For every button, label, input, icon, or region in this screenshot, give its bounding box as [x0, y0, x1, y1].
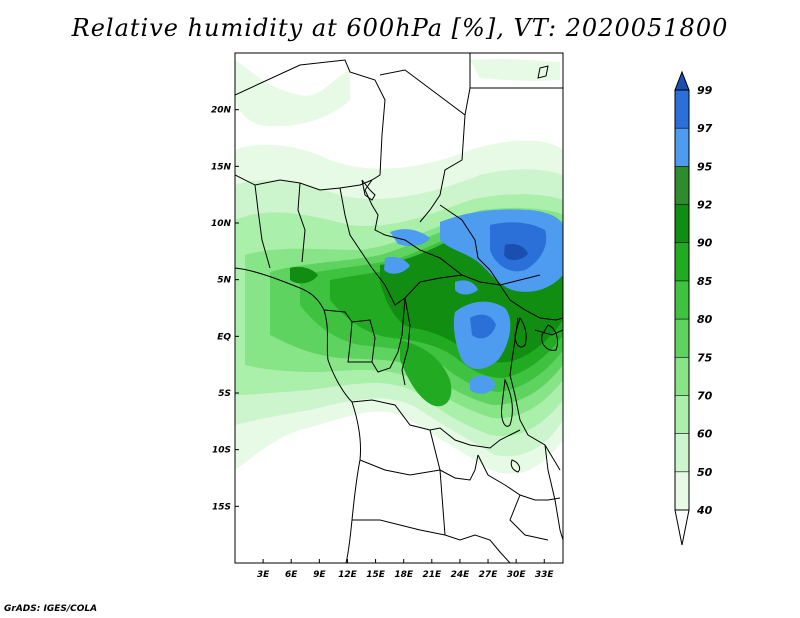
- credit-text: GrADS: IGES/COLA: [4, 604, 98, 614]
- map-title: Relative humidity at 600hPa [%], VT: 202…: [71, 14, 729, 42]
- colorbar-segment: [675, 166, 689, 205]
- lat-tick-label: 5S: [218, 389, 231, 399]
- colorbar-segment: [675, 471, 689, 510]
- longitude-axis: 3E 6E 9E 12E 15E 18E 21E 24E 27E 30E 33E: [257, 559, 555, 580]
- lat-tick-label: EQ: [217, 332, 231, 342]
- lon-tick-label: 12E: [338, 570, 358, 580]
- colorbar-label: 90: [697, 237, 713, 250]
- colorbar-label: 85: [697, 275, 713, 288]
- colorbar-label: 97: [697, 122, 713, 135]
- colorbar-label: 60: [697, 428, 713, 441]
- colorbar-segment: [675, 319, 689, 358]
- lon-tick-label: 3E: [257, 570, 270, 580]
- lon-tick-label: 6E: [285, 570, 298, 580]
- colorbar-segment: [675, 280, 689, 320]
- latitude-axis: 20N 15N 10N 5N EQ 5S 10S 15S: [211, 106, 239, 512]
- lon-tick-label: 18E: [394, 570, 414, 580]
- lon-tick-label: 21E: [422, 570, 442, 580]
- lon-tick-label: 15E: [366, 570, 386, 580]
- colorbar-max-triangle: [674, 70, 690, 91]
- colorbar-segment: [675, 433, 689, 472]
- colorbar-segment: [675, 242, 689, 281]
- lon-tick-label: 9E: [313, 570, 326, 580]
- colorbar-label: 70: [697, 389, 713, 402]
- lat-tick-label: 15N: [211, 162, 232, 172]
- colorbar-min-triangle: [674, 509, 690, 546]
- colorbar-segment: [675, 204, 689, 243]
- lat-tick-label: 20N: [211, 106, 232, 116]
- colorbar-label: 95: [697, 160, 713, 173]
- lat-tick-label: 10S: [212, 446, 231, 456]
- colorbar-segment: [675, 395, 689, 434]
- colorbar: 40 50 60 70 75 80 85 90 92 95 97 99: [674, 70, 713, 546]
- colorbar-label: 75: [697, 351, 713, 364]
- humidity-field: [235, 53, 563, 563]
- lat-tick-label: 15S: [212, 502, 231, 512]
- lon-tick-label: 33E: [535, 570, 555, 580]
- colorbar-label: 80: [697, 313, 713, 326]
- colorbar-label: 92: [697, 199, 713, 212]
- lat-tick-label: 5N: [217, 276, 231, 286]
- colorbar-label: 50: [697, 466, 713, 479]
- lon-tick-label: 30E: [507, 570, 527, 580]
- lon-tick-label: 27E: [479, 570, 499, 580]
- colorbar-label: 40: [696, 504, 713, 517]
- colorbar-segment: [675, 128, 689, 167]
- colorbar-segment: [675, 357, 689, 396]
- colorbar-segment: [675, 90, 689, 129]
- lat-tick-label: 10N: [211, 219, 232, 229]
- country-borders: [235, 53, 563, 563]
- lon-tick-label: 24E: [451, 570, 471, 580]
- colorbar-label: 99: [697, 84, 713, 97]
- map-frame: [234, 52, 564, 564]
